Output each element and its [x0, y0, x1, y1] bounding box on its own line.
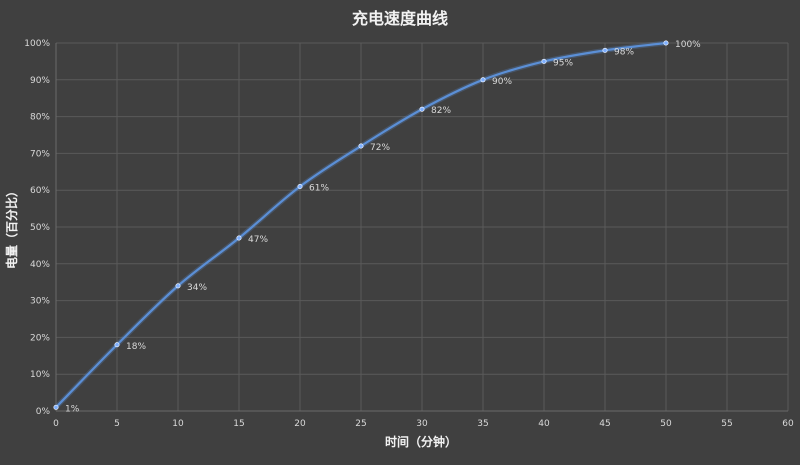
y-tick-label: 90% [30, 76, 50, 86]
y-tick-label: 50% [30, 223, 50, 233]
x-tick-label: 50 [660, 419, 672, 429]
y-tick-label: 0% [36, 407, 51, 417]
data-point [480, 77, 486, 83]
chart-title: 充电速度曲线 [352, 9, 448, 28]
data-point [297, 184, 303, 190]
y-tick-label: 30% [30, 297, 50, 307]
x-tick-label: 60 [782, 419, 794, 429]
y-axis-title: 电量（百分比） [4, 185, 19, 269]
data-point [53, 404, 59, 410]
y-tick-label: 10% [30, 370, 50, 380]
series-lines [54, 40, 668, 410]
x-tick-label: 5 [114, 419, 120, 429]
x-axis-tick-labels: 0 5 10 15 20 25 30 35 40 45 50 55 60 [53, 419, 794, 429]
y-tick-label: 60% [30, 186, 50, 196]
data-label: 100% [675, 40, 701, 50]
data-label: 61% [309, 184, 329, 194]
y-tick-label: 40% [30, 260, 50, 270]
data-label: 82% [431, 106, 451, 116]
data-label: 47% [248, 235, 268, 245]
data-point [419, 106, 425, 112]
y-axis-tick-labels: 0% 10% 20% 30% 40% 50% 60% 70% 80% 90% 100% [24, 39, 50, 417]
x-tick-label: 35 [477, 419, 488, 429]
data-point [663, 40, 669, 46]
data-label: 1% [65, 404, 80, 414]
data-point [541, 58, 547, 64]
x-tick-label: 45 [599, 419, 610, 429]
y-tick-label: 20% [30, 333, 50, 343]
data-label: 98% [614, 47, 634, 57]
data-point [358, 143, 364, 149]
x-tick-label: 0 [53, 419, 59, 429]
x-tick-label: 20 [294, 419, 306, 429]
data-point [114, 342, 120, 348]
y-tick-label: 100% [24, 39, 50, 49]
x-tick-label: 15 [233, 419, 244, 429]
data-label: 90% [492, 77, 512, 87]
x-tick-label: 25 [355, 419, 366, 429]
data-label: 95% [553, 58, 573, 68]
x-tick-label: 30 [416, 419, 428, 429]
grid-lines [56, 42, 789, 411]
y-tick-label: 80% [30, 113, 50, 123]
x-tick-label: 10 [172, 419, 184, 429]
axes [55, 43, 788, 412]
data-point [175, 283, 181, 289]
data-label: 34% [187, 283, 207, 293]
data-points [53, 40, 669, 410]
x-tick-label: 55 [721, 419, 732, 429]
data-label: 18% [126, 342, 146, 352]
x-axis-title: 时间（分钟） [385, 434, 457, 449]
y-tick-label: 70% [30, 149, 50, 159]
data-point [602, 47, 608, 53]
data-point [236, 235, 242, 241]
x-tick-label: 40 [538, 419, 550, 429]
series-line [54, 41, 668, 409]
data-label: 72% [370, 143, 390, 153]
data-labels: 1% 18% 34% 47% 61% 72% 82% 90% 95% 98% 100% [65, 40, 701, 414]
